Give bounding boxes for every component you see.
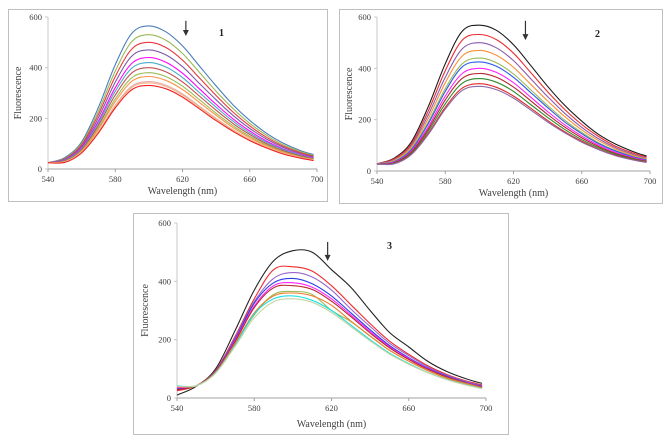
series-line-1 <box>176 249 483 396</box>
down-arrow-icon <box>522 20 529 41</box>
x-axis-title: Wavelength (nm) <box>479 188 548 199</box>
chart-3-svg: 0 200 400 600 540 580 620 660 700 Wavelength (nm)… <box>140 218 493 430</box>
x-tick-label: 580 <box>248 403 261 413</box>
chart-panel-3: 0 200 400 600 540 580 620 660 700 Wavelength (nm)… <box>133 213 509 435</box>
series-line-8 <box>376 72 647 165</box>
y-tick-label: 600 <box>29 12 42 22</box>
series-line-2 <box>376 33 647 165</box>
x-tick-label: 620 <box>176 174 189 184</box>
chart-panel-1: 0 200 400 600 540 580 620 660 700 Wavelength (nm)… <box>8 9 328 202</box>
series-line-10 <box>176 298 483 390</box>
panel-number-label: 2 <box>595 29 600 40</box>
series-line-4 <box>376 49 647 165</box>
series-line-5 <box>376 57 647 165</box>
x-tick-label: 660 <box>243 174 256 184</box>
series-line-5 <box>176 282 483 389</box>
series-line-6 <box>176 284 483 391</box>
x-tick-label: 540 <box>371 176 384 186</box>
series-line-7 <box>376 67 647 165</box>
y-tick-label: 600 <box>358 12 371 22</box>
y-tick-label: 200 <box>29 113 42 123</box>
chart-1-svg: 0 200 400 600 540 580 620 660 700 Wavelength (nm)… <box>13 12 324 197</box>
x-tick-label: 700 <box>480 403 493 413</box>
series-line-8 <box>176 292 483 389</box>
x-axis-title: Wavelength (nm) <box>297 419 366 430</box>
series-line-3 <box>376 42 647 165</box>
panel-number-label: 1 <box>219 28 224 39</box>
y-tick-label: 600 <box>158 218 171 228</box>
y-axis-title: Fluorescence <box>13 66 24 119</box>
series-line-12 <box>47 84 314 164</box>
x-tick-label: 660 <box>402 403 415 413</box>
x-tick-label: 620 <box>507 176 520 186</box>
chart-panel-2: 0 200 400 600 540 580 620 660 700 Wavelength (nm)… <box>339 9 663 204</box>
x-tick-label: 540 <box>42 174 55 184</box>
y-axis-title: Fluorescence <box>140 284 151 337</box>
x-tick-label: 700 <box>311 174 324 184</box>
series-line-9 <box>376 78 647 165</box>
series-line-6 <box>47 62 314 164</box>
series-line-1 <box>47 25 314 164</box>
series-line-8 <box>47 72 314 164</box>
panel-number-label: 3 <box>387 241 392 252</box>
chart-2-svg: 0 200 400 600 540 580 620 660 700 Wavelength (nm)… <box>344 12 657 199</box>
y-axis-title: Fluorescence <box>344 67 355 120</box>
x-tick-label: 620 <box>325 403 338 413</box>
series-line-1 <box>376 24 647 165</box>
series-line-9 <box>47 75 314 164</box>
x-tick-label: 540 <box>171 403 184 413</box>
y-tick-label: 0 <box>38 164 42 174</box>
y-tick-label: 400 <box>358 63 371 73</box>
y-tick-label: 0 <box>167 393 171 403</box>
series-line-2 <box>47 34 314 164</box>
y-tick-label: 200 <box>158 335 171 345</box>
x-tick-label: 660 <box>575 176 588 186</box>
y-tick-label: 400 <box>158 276 171 286</box>
x-tick-label: 580 <box>439 176 452 186</box>
series-line-4 <box>47 49 314 164</box>
series-line-3 <box>176 272 483 390</box>
down-arrow-icon <box>324 241 331 261</box>
y-tick-label: 0 <box>367 166 371 176</box>
x-axis-title: Wavelength (nm) <box>148 186 217 197</box>
series-line-6 <box>376 61 647 165</box>
x-tick-label: 580 <box>109 174 122 184</box>
series-line-7 <box>47 67 314 164</box>
series-line-3 <box>47 41 314 164</box>
x-tick-label: 700 <box>644 176 657 186</box>
series-line-5 <box>47 56 314 164</box>
down-arrow-icon <box>182 20 189 36</box>
y-tick-label: 200 <box>358 115 371 125</box>
y-tick-label: 400 <box>29 63 42 73</box>
series-line-11 <box>376 85 647 166</box>
